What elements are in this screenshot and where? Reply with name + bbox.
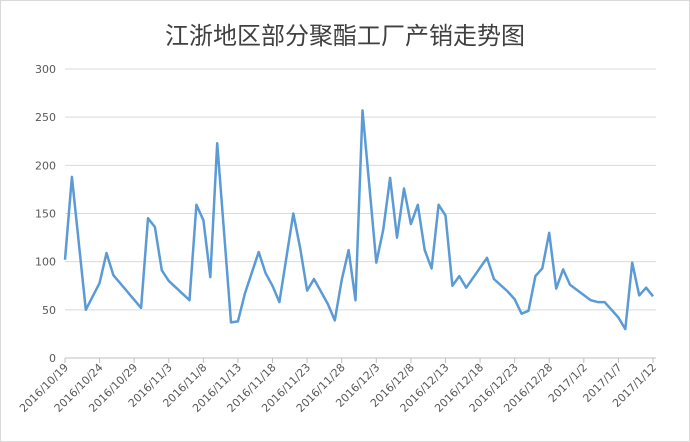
y-tick-label: 100	[35, 256, 56, 269]
y-tick-label: 250	[35, 111, 56, 124]
data-line	[63, 109, 654, 331]
y-tick-label: 50	[42, 304, 56, 317]
y-tick-label: 0	[49, 352, 56, 365]
y-tick-label: 300	[35, 63, 56, 76]
chart-title: 江浙地区部分聚酯工厂产销走势图	[165, 22, 525, 50]
y-tick-label: 200	[35, 159, 56, 172]
y-tick-label: 150	[35, 208, 56, 221]
